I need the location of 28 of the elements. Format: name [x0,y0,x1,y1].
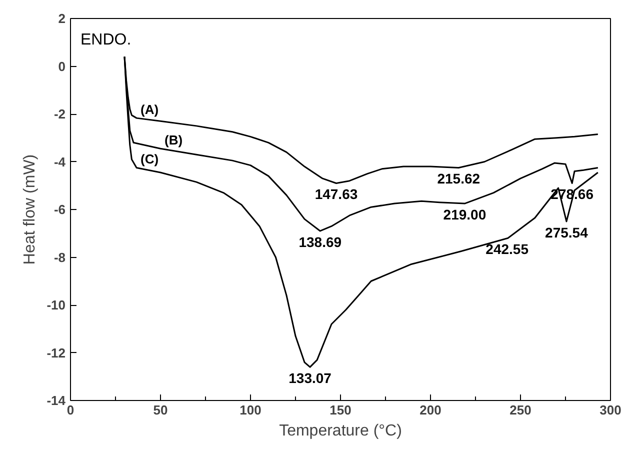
annotation: 242.55 [486,241,529,258]
y-tick-label: 2 [58,11,66,26]
x-tick-label: 50 [153,402,168,418]
x-axis-title: Temperature (°C) [279,422,402,440]
y-tick-label: -6 [54,202,66,217]
annotation: 219.00 [443,206,486,223]
annotation: 138.69 [298,234,342,250]
series-label: (C) [140,152,159,167]
x-tick-label: 200 [420,402,442,418]
annotation: 147.63 [314,186,358,202]
y-tick-label: 0 [58,58,66,74]
y-tick-label: -4 [54,154,66,170]
x-tick-label: 250 [510,402,532,418]
y-tick-label: -8 [54,250,66,265]
annotation: 275.54 [545,224,588,240]
x-tick-label: 100 [240,402,262,418]
y-tick-label: -2 [54,106,66,122]
x-tick-label: 300 [600,402,622,418]
annotation: ENDO. [80,32,132,48]
y-axis-title: Heat flow (mW) [22,154,39,265]
x-tick-label: 150 [330,402,352,418]
y-tick-label: -14 [46,393,66,408]
y-tick-label: -10 [46,298,66,312]
annotation: 215.62 [437,170,480,187]
annotation: 133.07 [288,370,332,386]
series-label: (A) [140,102,159,118]
series-label: (B) [164,132,183,148]
y-tick-label: -12 [46,345,66,360]
